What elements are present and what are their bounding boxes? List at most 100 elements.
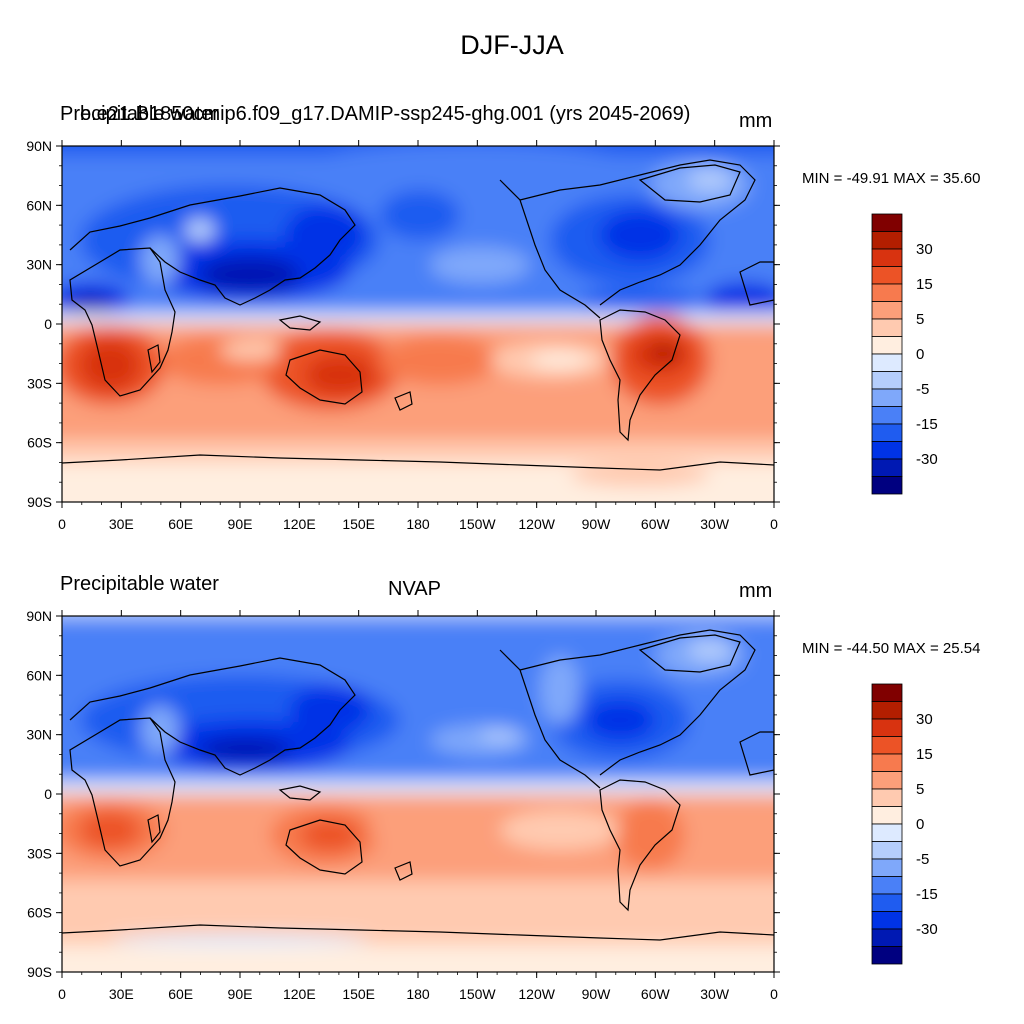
lon-label: 150W [459, 516, 496, 532]
colorbar-label: 30 [916, 711, 933, 728]
lon-label: 120E [283, 516, 316, 532]
colorbar-swatch [871, 318, 903, 337]
lat-label: 90S [27, 494, 52, 510]
lon-label: 30W [700, 986, 730, 1002]
colorbar-label: -5 [916, 851, 929, 868]
colorbar-swatch [871, 928, 903, 947]
lat-label: 90N [26, 608, 52, 624]
lon-label: 60W [641, 516, 671, 532]
colorbar-label: 5 [916, 781, 924, 798]
lon-label: 0 [58, 986, 66, 1002]
colorbar-bottom: 30 15 5 0 -5 -15 -30 [871, 683, 938, 965]
lat-label: 60S [27, 905, 52, 921]
colorbar-swatch [871, 701, 903, 720]
lat-label: 0 [44, 786, 52, 802]
lon-label: 150E [342, 516, 375, 532]
colorbar-swatch [871, 788, 903, 807]
lon-label: 150E [342, 986, 375, 1002]
lon-label: 120W [518, 986, 555, 1002]
panel-units: mm [739, 580, 773, 602]
lon-label: 60W [641, 986, 671, 1002]
map-top [62, 146, 774, 502]
figure-title: DJF-JJA [460, 30, 564, 60]
colorbar-swatch [871, 231, 903, 250]
colorbar-swatch [871, 406, 903, 425]
lat-label: 90S [27, 964, 52, 980]
lon-label: 180 [406, 516, 430, 532]
lon-label: 120W [518, 516, 555, 532]
lon-label: 0 [770, 986, 778, 1002]
colorbar-label: 30 [916, 241, 933, 258]
colorbar-swatch [871, 283, 903, 302]
colorbar-label: -15 [916, 416, 938, 433]
lon-label: 30W [700, 516, 730, 532]
colorbar-swatch [871, 336, 903, 355]
lat-label: 30N [26, 257, 52, 273]
lon-label: 150W [459, 986, 496, 1002]
panel-left-title: Precipitable water [60, 573, 219, 595]
colorbar-label: 15 [916, 276, 933, 293]
colorbar-swatch [871, 806, 903, 825]
coastlines-bottom [62, 629, 774, 941]
lat-label: 30S [27, 845, 52, 861]
panel-center-title: b.e21.B1850cmip6.f09_g17.DAMIP-ssp245-gh… [80, 103, 691, 125]
colorbar-swatch [871, 458, 903, 477]
lat-label: 60N [26, 197, 52, 213]
colorbar-swatch [871, 858, 903, 877]
colorbar-swatch [871, 893, 903, 912]
lon-label: 30E [109, 516, 134, 532]
panel-left-title: Precipitable water [60, 103, 219, 125]
colorbar-swatch [871, 266, 903, 285]
lat-label: 30N [26, 727, 52, 743]
lat-label: 90N [26, 138, 52, 154]
colorbar-label: 5 [916, 311, 924, 328]
panel-center-title: NVAP [388, 578, 441, 600]
colorbar-swatch [871, 771, 903, 790]
colorbar-swatch [871, 876, 903, 895]
lon-label: 90W [582, 986, 612, 1002]
lon-label: 120E [283, 986, 316, 1002]
colorbar-swatch [871, 946, 903, 965]
colorbar-label: 0 [916, 346, 924, 363]
colorbar-swatch [871, 683, 903, 702]
colorbar-swatch [871, 441, 903, 460]
lon-label: 60E [168, 516, 193, 532]
colorbar-swatch [871, 911, 903, 930]
lat-label: 0 [44, 316, 52, 332]
colorbar-top: 30 15 5 0 -5 -15 -30 [871, 213, 938, 495]
colorbar-label: -30 [916, 921, 938, 938]
lon-label: 90W [582, 516, 612, 532]
coastlines-top [62, 159, 774, 471]
lat-label: 60N [26, 667, 52, 683]
axes-top: 90N 60N 30N 0 30S 60S 90S 0 30E 60E 90E 120E 150E 180… [26, 138, 780, 532]
lon-label: 60E [168, 986, 193, 1002]
colorbar-swatch [871, 476, 903, 495]
colorbar-swatch [871, 736, 903, 755]
colorbar-swatch [871, 423, 903, 442]
colorbar-swatch [871, 248, 903, 267]
colorbar-swatch [871, 718, 903, 737]
colorbar-swatch [871, 753, 903, 772]
colorbar-label: -15 [916, 886, 938, 903]
lon-label: 0 [770, 516, 778, 532]
min-max-label: MIN = -49.91 MAX = 35.60 [802, 170, 981, 187]
colorbar-swatch [871, 371, 903, 390]
lon-label: 180 [406, 986, 430, 1002]
min-max-label: MIN = -44.50 MAX = 25.54 [802, 640, 981, 657]
lon-label: 30E [109, 986, 134, 1002]
axes-bottom: 90N 60N 30N 0 30S 60S 90S 0 30E 60E 90E 120E 150E 180… [26, 608, 780, 1002]
colorbar-label: -5 [916, 381, 929, 398]
panel-units: mm [739, 110, 773, 132]
colorbar-label: 0 [916, 816, 924, 833]
lon-label: 90E [228, 516, 253, 532]
map-bottom [62, 616, 774, 972]
colorbar-label: 15 [916, 746, 933, 763]
colorbar-swatch [871, 841, 903, 860]
lat-label: 60S [27, 435, 52, 451]
colorbar-swatch [871, 213, 903, 232]
colorbar-label: -30 [916, 451, 938, 468]
colorbar-swatch [871, 301, 903, 320]
colorbar-swatch [871, 823, 903, 842]
colorbar-swatch [871, 388, 903, 407]
